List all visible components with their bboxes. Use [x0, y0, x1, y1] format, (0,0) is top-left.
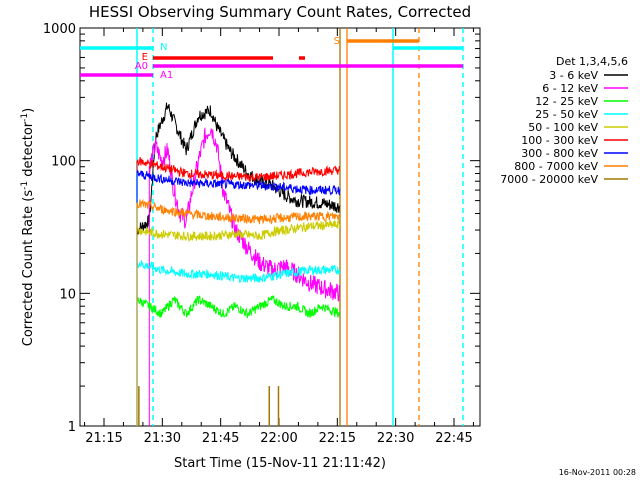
y-ticks: 1 10 100 1000: [43, 22, 480, 435]
y-tick-label: 1: [68, 420, 76, 435]
flag-label-e: E: [142, 52, 148, 63]
y-label-sup2: -1: [20, 113, 30, 122]
x-axis-label: Start Time (15-Nov-11 21:11:42): [174, 456, 386, 471]
y-label-mid: detector: [21, 121, 36, 181]
x-tick-label: 21:45: [202, 431, 239, 446]
legend-label: 12 - 25 keV: [535, 95, 598, 108]
series-line: [136, 169, 341, 197]
flag-label-a1: A1: [160, 70, 173, 81]
y-tick-label: 1000: [43, 22, 76, 37]
series-line: [148, 127, 341, 303]
series-line: [136, 157, 340, 183]
y-label-sup1: -1: [20, 181, 30, 190]
series-line: [136, 295, 341, 319]
series-line: [136, 198, 340, 225]
plot-frame: [79, 27, 481, 427]
flag-bars: N E S A0 A1: [80, 36, 463, 81]
legend-label: 25 - 50 keV: [535, 108, 598, 121]
legend-title: Det 1,3,4,5,6: [556, 55, 628, 68]
y-tick-label: 10: [59, 287, 76, 302]
series-lines: [136, 102, 341, 426]
flag-label-s: S: [334, 36, 340, 47]
chart-title: HESSI Observing Summary Count Rates, Cor…: [89, 3, 471, 21]
x-tick-label: 22:00: [260, 431, 297, 446]
flag-label-n: N: [160, 42, 167, 53]
footer-date: 16-Nov-2011 00:28: [559, 468, 636, 477]
x-ticks: 21:15 21:30 21:45 22:00 22:15 22:30 22:45: [84, 28, 474, 446]
x-tick-label: 22:15: [319, 431, 356, 446]
flag-label-a0: A0: [135, 61, 148, 72]
legend-label: 300 - 800 keV: [521, 147, 598, 160]
series-line: [136, 259, 341, 283]
x-tick-label: 21:30: [144, 431, 181, 446]
series-line: [136, 102, 341, 235]
x-tick-label: 22:45: [435, 431, 472, 446]
legend-label: 800 - 7000 keV: [514, 160, 598, 173]
x-tick-label: 22:30: [377, 431, 414, 446]
legend-label: 7000 - 20000 keV: [500, 173, 598, 186]
y-axis-label: Corrected Count Rate (s-1 detector-1): [20, 108, 36, 346]
legend-label: 100 - 300 keV: [521, 134, 598, 147]
y-label-main: Corrected Count Rate (s: [21, 190, 36, 347]
y-tick-label: 100: [51, 155, 76, 170]
series-line: [136, 219, 341, 242]
y-label-end: ): [21, 108, 36, 113]
legend-label: 6 - 12 keV: [542, 82, 598, 95]
x-tick-label: 21:15: [85, 431, 122, 446]
legend-label: 3 - 6 keV: [549, 69, 598, 82]
legend-label: 50 - 100 keV: [528, 121, 598, 134]
